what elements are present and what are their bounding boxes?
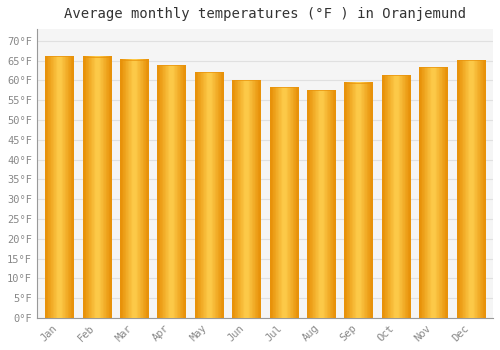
Bar xyxy=(120,60,148,318)
Bar xyxy=(270,87,297,318)
Bar xyxy=(307,90,335,318)
Bar xyxy=(158,65,186,318)
Bar xyxy=(232,80,260,318)
Bar xyxy=(82,57,110,318)
Title: Average monthly temperatures (°F ) in Oranjemund: Average monthly temperatures (°F ) in Or… xyxy=(64,7,466,21)
Bar xyxy=(456,60,484,318)
Bar xyxy=(344,83,372,318)
Bar xyxy=(195,72,223,318)
Bar xyxy=(45,56,74,318)
Bar xyxy=(419,68,447,318)
Bar xyxy=(382,75,410,318)
